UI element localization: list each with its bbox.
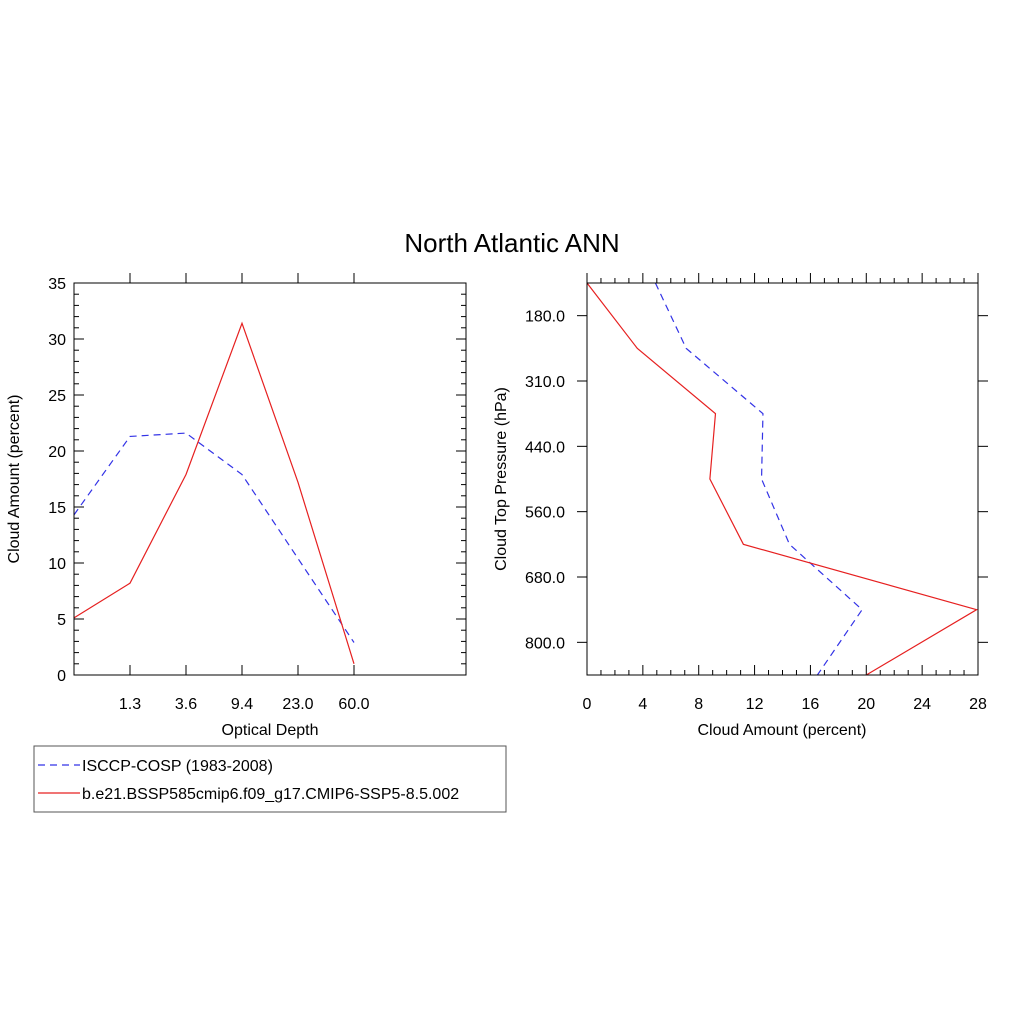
right-x-tick-label: 28 [969, 696, 987, 713]
left-y-tick-label: 35 [48, 276, 66, 293]
left-series-line-0 [73, 432, 355, 643]
right-x-tick-label: 8 [694, 696, 703, 713]
cloud-top-pressure-x-label: Cloud Amount (percent) [698, 722, 867, 739]
right-x-tick-label: 0 [583, 696, 592, 713]
left-y-tick-label: 20 [48, 444, 66, 461]
optical-depth-panel: 0 5 10 15 20 25 30 35 1.3 3.6 9.4 23.0 60.0 Optical … [6, 273, 467, 739]
cloud-top-pressure-plot-frame [586, 282, 979, 676]
legend-label-model: b.e21.BSSP585cmip6.f09_g17.CMIP6-SSP5-8.… [82, 786, 459, 803]
optical-depth-plot-frame [73, 282, 467, 676]
left-y-tick-label: 5 [57, 612, 66, 629]
cloud-top-pressure-y-label: Cloud Top Pressure (hPa) [493, 387, 510, 571]
right-x-tick-label: 20 [857, 696, 875, 713]
left-y-tick-label: 10 [48, 556, 66, 573]
right-x-tick-label: 24 [913, 696, 931, 713]
right-y-tick-label: 440.0 [525, 439, 565, 456]
left-x-tick-label: 60.0 [338, 696, 369, 713]
optical-depth-y-label: Cloud Amount (percent) [6, 395, 23, 564]
left-y-tick-label: 25 [48, 388, 66, 405]
left-series-line-1 [73, 321, 355, 664]
left-y-tick-label: 30 [48, 332, 66, 349]
right-y-tick-label: 310.0 [525, 374, 565, 391]
right-y-tick-label: 680.0 [525, 570, 565, 587]
right-series-line-1 [586, 282, 979, 676]
right-x-tick-label: 16 [802, 696, 820, 713]
left-y-tick-label: 15 [48, 500, 66, 517]
left-y-tick-label: 0 [57, 668, 66, 685]
figure-title: North Atlantic ANN [404, 228, 619, 258]
right-x-tick-label: 12 [746, 696, 764, 713]
left-x-tick-label: 3.6 [175, 696, 197, 713]
legend: ISCCP-COSP (1983-2008) b.e21.BSSP585cmip… [33, 745, 507, 813]
legend-label-isccp: ISCCP-COSP (1983-2008) [82, 758, 273, 775]
right-y-tick-label: 180.0 [525, 309, 565, 326]
left-x-tick-label: 23.0 [282, 696, 313, 713]
right-y-tick-label: 800.0 [525, 635, 565, 652]
right-y-tick-label: 560.0 [525, 505, 565, 522]
optical-depth-x-label: Optical Depth [222, 722, 319, 739]
right-x-tick-label: 4 [638, 696, 647, 713]
left-x-tick-label: 9.4 [231, 696, 253, 713]
cloud-top-pressure-panel: 0 4 8 12 16 20 24 28 180.0 310.0 440.0 560.0 680.0 80… [493, 273, 988, 739]
left-x-tick-label: 1.3 [119, 696, 141, 713]
right-series-line-0 [654, 282, 863, 676]
legend-box [33, 745, 507, 813]
